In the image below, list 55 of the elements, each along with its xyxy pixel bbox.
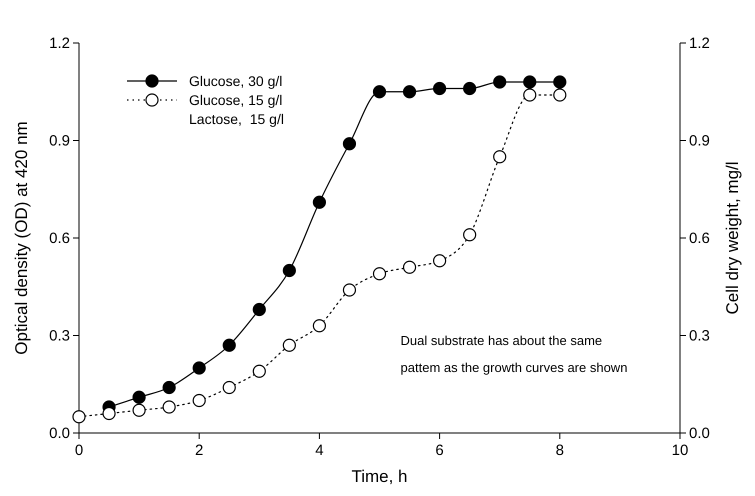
point	[162, 380, 176, 394]
point	[192, 361, 206, 375]
point	[493, 75, 506, 89]
y2-tick-label: 0.9	[689, 132, 710, 150]
point	[463, 82, 476, 96]
y-tick-label: 0.0	[49, 425, 70, 442]
x-tick-label: 10	[672, 442, 688, 459]
point	[553, 75, 566, 89]
y2-tick-label: 0.3	[689, 328, 710, 344]
point	[433, 82, 446, 96]
y-tick-label: 0.9	[49, 132, 70, 150]
annotation: pattem as the growth curves are shown	[400, 360, 628, 375]
y2-tick-label: 0.6	[689, 230, 710, 247]
x-tick-label: 4	[315, 442, 324, 459]
legend-label: Glucose, 30 g/l	[189, 73, 282, 89]
point	[342, 137, 356, 150]
point	[312, 319, 326, 332]
annotation: Dual substrate has about the same	[400, 333, 602, 348]
point	[102, 406, 116, 420]
y-tick-label: 0.3	[49, 328, 70, 344]
point	[463, 228, 476, 242]
point	[282, 338, 296, 352]
point	[372, 85, 386, 98]
x-tick-label: 8	[556, 442, 564, 459]
point	[132, 404, 146, 417]
y2-axis-title: Cell dry weight, mg/l	[723, 161, 742, 315]
y-axis-title: Optical density (OD) at 420 nm	[12, 121, 31, 355]
point	[523, 75, 536, 89]
point	[342, 283, 356, 297]
point	[222, 380, 236, 394]
y-tick-label: 1.2	[49, 35, 70, 52]
point	[252, 302, 266, 316]
y2-tick-label: 0.0	[689, 425, 710, 442]
point	[372, 267, 386, 280]
x-tick-label: 2	[195, 442, 204, 459]
point	[523, 88, 536, 102]
point	[222, 338, 236, 352]
point	[72, 410, 86, 424]
point	[402, 260, 416, 274]
point	[192, 394, 206, 408]
point	[252, 364, 266, 378]
x-axis-title: Time, h	[351, 467, 408, 486]
point	[553, 88, 566, 102]
x-tick-label: 6	[435, 442, 444, 459]
point	[493, 150, 506, 164]
point	[402, 85, 416, 98]
point	[162, 400, 176, 414]
y2-tick-label: 1.2	[689, 35, 710, 52]
point	[132, 390, 146, 404]
legend-label: Glucose, 15 g/l Lactose, 15 g/l	[189, 92, 284, 127]
point	[282, 264, 296, 278]
point	[433, 254, 446, 268]
point	[312, 196, 326, 209]
y-tick-label: 0.6	[49, 230, 70, 247]
x-tick-label: 0	[74, 442, 84, 459]
